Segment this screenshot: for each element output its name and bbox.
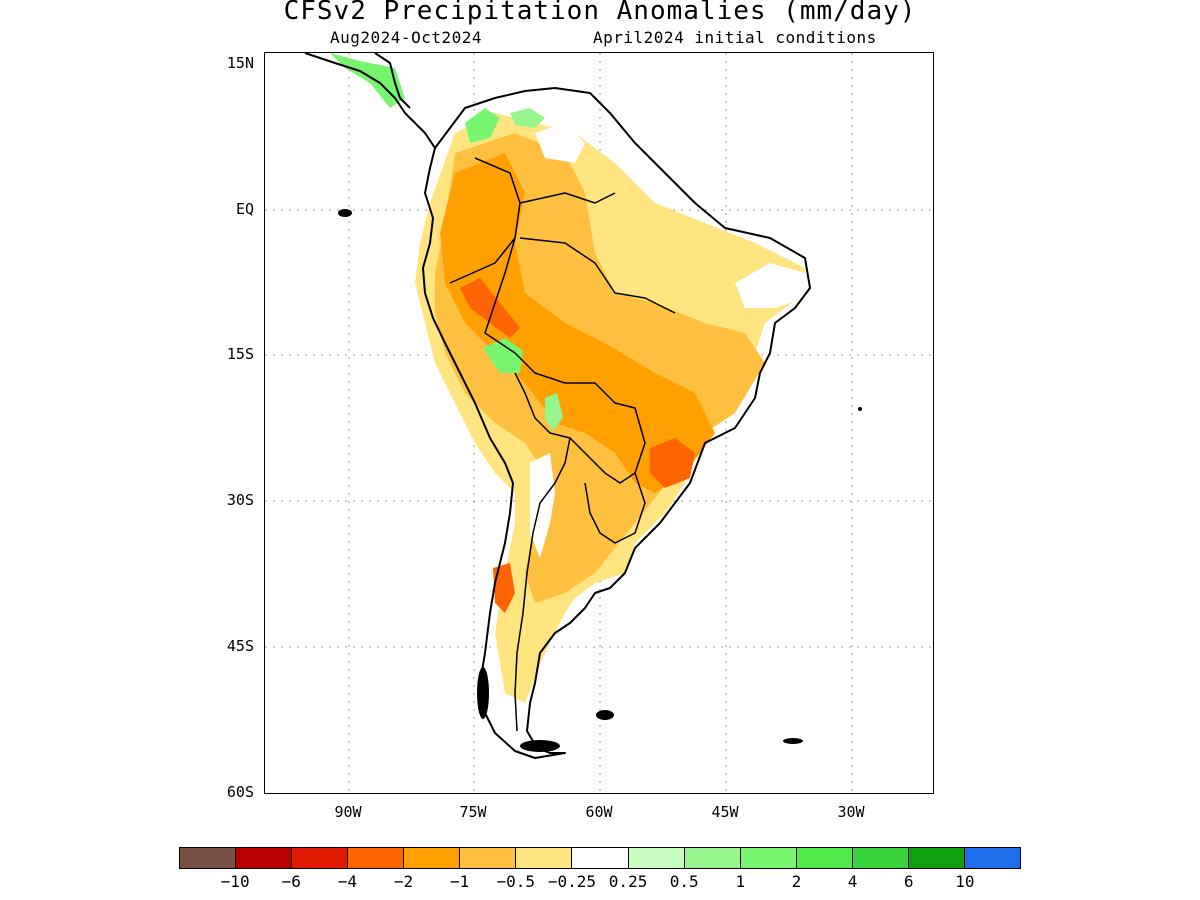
colorbar-swatch — [572, 848, 629, 868]
colorbar-tick-label: 0.25 — [608, 872, 648, 891]
colorbar-swatch — [628, 848, 685, 868]
central-america-coastline — [304, 53, 436, 149]
lat-label-15n: 15N — [226, 54, 254, 72]
trindade-island — [858, 407, 862, 411]
islands — [338, 209, 862, 752]
colorbar-tick-label: 2 — [791, 872, 802, 891]
lon-label-45w: 45W — [711, 803, 739, 821]
lat-label-30s: 30S — [226, 491, 254, 509]
period-subtitle: Aug2024-Oct2024 — [330, 28, 482, 47]
colorbar-tick-label: −4 — [337, 872, 358, 891]
lon-label-60w: 60W — [585, 803, 613, 821]
colorbar-swatch — [348, 848, 405, 868]
colorbar-tick-label: 6 — [903, 872, 914, 891]
colorbar-swatch — [684, 848, 741, 868]
colorbar-swatch — [460, 848, 517, 868]
lon-label-30w: 30W — [837, 803, 865, 821]
anomaly-fill-dark-orange — [440, 153, 715, 493]
colorbar-tick-label: 0.5 — [669, 872, 699, 891]
colorbar-tick-label: −10 — [220, 872, 250, 891]
coastlines — [304, 53, 811, 759]
anomaly-fill-white-northeast — [735, 263, 805, 308]
anomaly-fill-white-argentina — [530, 453, 555, 558]
lat-label-eq: EQ — [235, 200, 254, 218]
colorbar-swatch — [964, 848, 1020, 868]
colorbar-swatch — [516, 848, 573, 868]
anomaly-fill-white-north — [535, 123, 585, 163]
anomaly-fill-red-orange-chile — [493, 563, 515, 613]
anomaly-fill-green-venezuela — [510, 108, 545, 128]
colorbar-tick-label: −2 — [393, 872, 414, 891]
colorbar-swatch — [852, 848, 909, 868]
initial-conditions-subtitle: April2024 initial conditions — [593, 28, 877, 47]
anomaly-fill-green-andes — [545, 393, 563, 431]
colorbar-swatch — [908, 848, 965, 868]
lat-label-60s: 60S — [226, 783, 254, 801]
colorbar-swatch — [404, 848, 461, 868]
chart-title: CFSv2 Precipitation Anomalies (mm/day) — [283, 0, 917, 26]
anomaly-fill-green-colombia — [465, 108, 500, 143]
anomaly-fill-red-orange-peru — [460, 278, 520, 338]
colorbar-swatch — [796, 848, 853, 868]
precipitation-map — [265, 53, 933, 793]
lat-label-45s: 45S — [226, 637, 254, 655]
anomaly-fields — [330, 53, 805, 703]
anomaly-fill-green-bolivia — [483, 338, 523, 373]
falkland-islands — [596, 710, 614, 720]
colorbar-tick-label: 10 — [955, 872, 975, 891]
galapagos-islands — [338, 209, 352, 217]
colorbar-tick-label: −1 — [450, 872, 470, 891]
colorbar-swatch — [740, 848, 797, 868]
lat-label-15s: 15S — [226, 345, 254, 363]
lon-label-75w: 75W — [459, 803, 487, 821]
colorbar-tick-label: −0.5 — [496, 872, 536, 891]
colorbar-swatch — [292, 848, 349, 868]
chiloe-coast — [477, 667, 489, 719]
colorbar — [179, 847, 1021, 869]
south-georgia — [783, 738, 803, 744]
colorbar-tick-label: 4 — [847, 872, 858, 891]
south-america-coastline — [422, 87, 811, 759]
country-borders — [449, 157, 676, 732]
colorbar-swatch — [236, 848, 293, 868]
anomaly-fill-red-orange-brazil — [650, 438, 695, 488]
colorbar-tick-label: −6 — [281, 872, 301, 891]
tierra-del-fuego — [520, 740, 560, 752]
colorbar-swatch — [180, 848, 237, 868]
colorbar-tick-label: 1 — [735, 872, 746, 891]
colorbar-tick-label: −0.25 — [547, 872, 597, 891]
lon-label-90w: 90W — [334, 803, 362, 821]
map-panel — [264, 52, 934, 794]
